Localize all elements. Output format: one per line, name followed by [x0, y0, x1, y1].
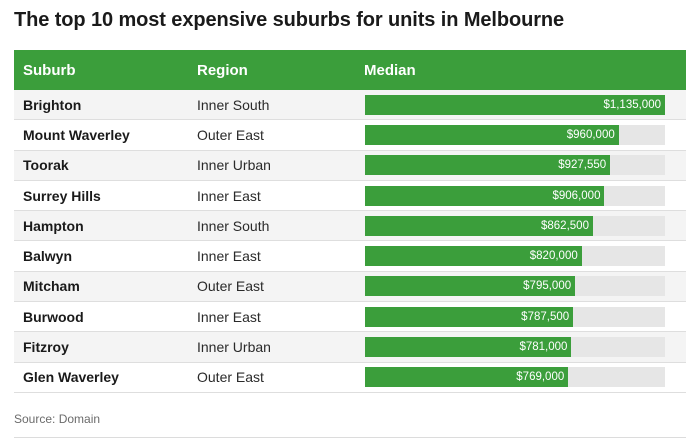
bar-value-label: $769,000 — [516, 371, 565, 384]
bar: $787,500 — [365, 306, 574, 327]
suburb-name: Mount Waverley — [23, 126, 130, 143]
bar: $820,000 — [365, 246, 582, 267]
suburb-name: Mitcham — [23, 278, 80, 295]
bar-value-label: $795,000 — [523, 280, 572, 293]
bar-track: $960,000 — [365, 124, 665, 145]
table-row: Toorak Inner Urban $927,550 — [14, 150, 686, 181]
bar: $960,000 — [365, 124, 619, 145]
bar-value-label: $927,550 — [558, 159, 607, 172]
median-cell: $820,000 — [364, 246, 686, 267]
median-cell: $787,500 — [364, 306, 686, 327]
region-name: Inner Urban — [197, 339, 271, 356]
table-row: Mount Waverley Outer East $960,000 — [14, 120, 686, 151]
median-cell: $862,500 — [364, 215, 686, 236]
table-row: Brighton Inner South $1,135,000 — [14, 90, 686, 121]
bar-track: $862,500 — [365, 215, 665, 236]
header-median: Median — [364, 61, 416, 79]
median-cell: $769,000 — [364, 367, 686, 388]
bar-value-label: $787,500 — [521, 310, 570, 323]
region-name: Inner South — [197, 217, 270, 234]
region-name: Inner East — [197, 187, 261, 204]
bar-track: $906,000 — [365, 185, 665, 206]
median-cell: $927,550 — [364, 155, 686, 176]
bar-track: $795,000 — [365, 276, 665, 297]
suburb-name: Glen Waverley — [23, 369, 119, 386]
suburb-name: Fitzroy — [23, 339, 69, 356]
bar-value-label: $960,000 — [566, 128, 615, 141]
region-name: Inner East — [197, 308, 261, 325]
bar: $769,000 — [365, 367, 569, 388]
table-row: Glen Waverley Outer East $769,000 — [14, 362, 686, 393]
suburb-name: Surrey Hills — [23, 187, 101, 204]
header-suburb: Suburb — [23, 61, 76, 79]
bar-value-label: $820,000 — [529, 250, 578, 263]
footer-divider — [14, 437, 686, 438]
table-row: Burwood Inner East $787,500 — [14, 302, 686, 333]
bar: $862,500 — [365, 215, 593, 236]
table-row: Surrey Hills Inner East $906,000 — [14, 180, 686, 212]
bar-track: $781,000 — [365, 337, 665, 358]
region-name: Inner South — [197, 96, 270, 113]
suburb-name: Hampton — [23, 217, 84, 234]
region-name: Inner Urban — [197, 157, 271, 174]
bar-value-label: $781,000 — [519, 341, 568, 354]
median-cell: $960,000 — [364, 124, 686, 145]
bar: $927,550 — [365, 155, 611, 176]
table-body: Brighton Inner South $1,135,000 Mount Waver… — [14, 90, 686, 393]
suburb-name: Burwood — [23, 308, 84, 325]
suburb-name: Brighton — [23, 96, 82, 113]
table-header: Suburb Region Median — [14, 50, 686, 90]
header-region: Region — [197, 61, 248, 79]
source-note: Source: Domain — [14, 412, 101, 426]
bar-track: $927,550 — [365, 155, 665, 176]
median-cell: $906,000 — [364, 185, 686, 206]
bar-track: $1,135,000 — [365, 94, 665, 115]
region-name: Outer East — [197, 278, 264, 295]
bar-track: $787,500 — [365, 306, 665, 327]
region-name: Outer East — [197, 369, 264, 386]
bar-value-label: $862,500 — [541, 219, 589, 232]
bar: $1,135,000 — [365, 94, 665, 115]
bar: $781,000 — [365, 337, 572, 358]
table-row: Hampton Inner South $862,500 — [14, 211, 686, 242]
suburb-table: Suburb Region Median Brighton Inner South… — [14, 50, 686, 393]
chart-title: The top 10 most expensive suburbs for un… — [14, 9, 565, 31]
suburb-name: Balwyn — [23, 248, 73, 265]
bar-value-label: $1,135,000 — [603, 98, 661, 111]
bar-value-label: $906,000 — [552, 189, 601, 202]
median-cell: $795,000 — [364, 276, 686, 297]
median-cell: $781,000 — [364, 337, 686, 358]
table-row: Fitzroy Inner Urban $781,000 — [14, 332, 686, 363]
bar-track: $820,000 — [365, 246, 665, 267]
table-row: Balwyn Inner East $820,000 — [14, 241, 686, 272]
median-cell: $1,135,000 — [364, 94, 686, 115]
bar-track: $769,000 — [365, 367, 665, 388]
region-name: Inner East — [197, 248, 261, 265]
suburb-name: Toorak — [23, 157, 69, 174]
region-name: Outer East — [197, 126, 264, 143]
bar: $906,000 — [365, 185, 605, 206]
bar: $795,000 — [365, 276, 576, 297]
table-row: Mitcham Outer East $795,000 — [14, 271, 686, 303]
